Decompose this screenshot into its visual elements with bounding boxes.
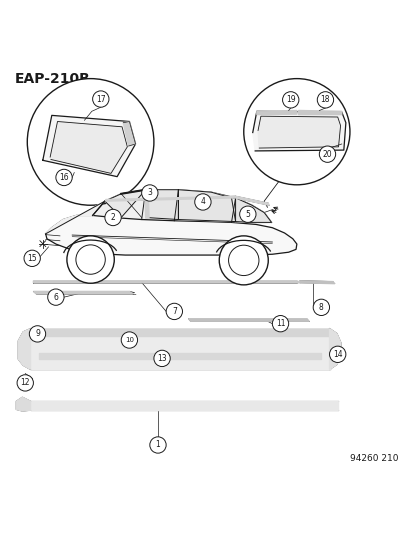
Polygon shape [45,215,296,255]
Circle shape [329,346,345,362]
Circle shape [24,250,40,266]
Text: 18: 18 [320,95,330,104]
Polygon shape [298,110,341,115]
Polygon shape [93,190,271,224]
Circle shape [239,206,255,222]
Circle shape [150,437,166,453]
Text: 7: 7 [171,307,176,316]
Polygon shape [50,122,127,173]
Polygon shape [178,190,235,222]
Circle shape [56,169,72,185]
Circle shape [194,194,211,210]
Polygon shape [45,201,104,234]
Circle shape [166,303,182,320]
Circle shape [104,209,121,225]
Polygon shape [235,198,271,222]
Circle shape [17,375,33,391]
Circle shape [282,92,298,108]
Polygon shape [31,328,329,369]
Text: 1: 1 [155,440,160,449]
Polygon shape [31,401,337,410]
Text: 3: 3 [147,189,152,198]
Circle shape [67,236,114,283]
Text: 94260 210: 94260 210 [350,454,398,463]
Text: 17: 17 [96,94,105,103]
Polygon shape [123,122,135,146]
Polygon shape [252,111,345,151]
Circle shape [316,92,333,108]
Circle shape [29,326,45,342]
Circle shape [243,78,349,185]
Text: 2: 2 [110,213,115,222]
Polygon shape [235,196,268,205]
Text: 9: 9 [35,329,40,338]
Text: 11: 11 [275,319,285,328]
Polygon shape [257,116,340,148]
Text: 13: 13 [157,354,166,363]
Polygon shape [145,190,178,220]
Polygon shape [105,196,235,201]
Text: 5: 5 [245,209,250,219]
Circle shape [219,236,268,285]
Polygon shape [104,190,145,217]
Polygon shape [18,328,31,369]
Text: 12: 12 [20,378,30,387]
Polygon shape [188,319,309,321]
Polygon shape [31,328,329,336]
Polygon shape [33,281,300,283]
Text: 19: 19 [285,95,295,104]
Circle shape [141,185,158,201]
Polygon shape [39,353,320,359]
Circle shape [93,91,109,107]
Circle shape [121,332,137,348]
Polygon shape [16,397,31,411]
Circle shape [27,78,154,205]
Circle shape [272,316,288,332]
Polygon shape [299,281,334,284]
Text: 15: 15 [27,254,37,263]
Text: 8: 8 [318,303,323,312]
Polygon shape [43,115,135,176]
Polygon shape [145,190,149,219]
Text: 20: 20 [322,150,332,159]
Circle shape [313,299,329,316]
Text: 14: 14 [332,350,342,359]
Circle shape [318,146,335,163]
Text: 6: 6 [53,293,58,302]
Circle shape [47,289,64,305]
Text: EAP-210B: EAP-210B [15,72,90,86]
Text: 10: 10 [125,337,133,343]
Polygon shape [33,292,132,294]
Text: 4: 4 [200,197,205,206]
Polygon shape [329,328,340,369]
Text: 16: 16 [59,173,69,182]
Polygon shape [256,110,296,115]
Circle shape [154,350,170,367]
